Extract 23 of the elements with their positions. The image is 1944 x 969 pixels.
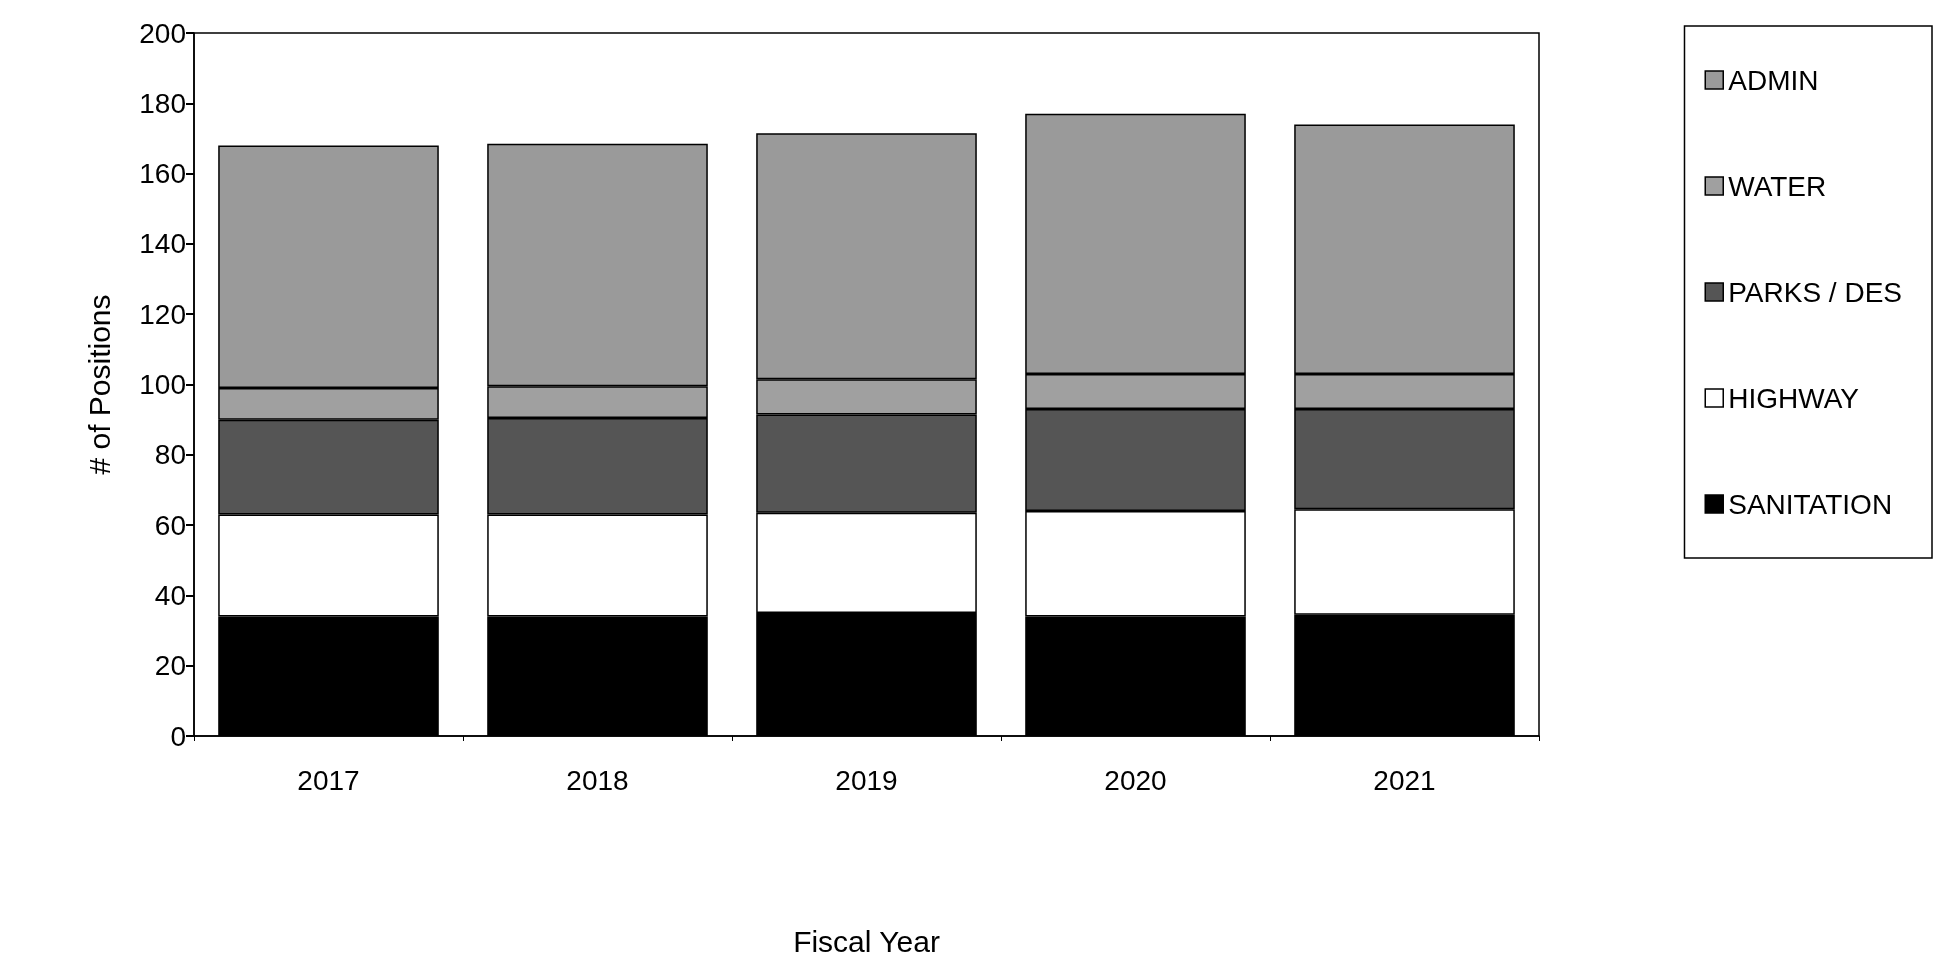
legend-label: WATER [1728, 170, 1827, 202]
x-tick-label: 2018 [566, 764, 629, 796]
y-tick-label: 140 [139, 228, 186, 260]
y-tick-label: 80 [154, 439, 186, 471]
y-tick-label: 100 [139, 369, 186, 400]
x-tick-label: 2017 [297, 764, 360, 796]
y-tick-label: 20 [154, 650, 186, 682]
y-tick-label: 60 [154, 509, 186, 541]
y-tick-label: 0 [170, 720, 186, 752]
x-tick-label: 2021 [1373, 764, 1436, 796]
x-axis-title: Fiscal Year [793, 924, 940, 958]
x-tick-label: 2020 [1104, 764, 1167, 796]
y-tick-label: 40 [154, 579, 186, 611]
y-tick-label: 180 [139, 87, 186, 119]
legend-label: ADMIN [1728, 64, 1819, 96]
y-tick-label: 120 [139, 298, 186, 330]
legend-label: HIGHWAY [1728, 382, 1860, 414]
y-axis-title: # of Positions [82, 294, 116, 475]
y-tick-label: 200 [139, 17, 186, 49]
y-tick-label: 160 [139, 158, 186, 190]
x-tick-label: 2019 [835, 764, 898, 796]
legend-label: PARKS / DES [1728, 276, 1903, 308]
legend-label: SANITATION [1728, 488, 1893, 520]
